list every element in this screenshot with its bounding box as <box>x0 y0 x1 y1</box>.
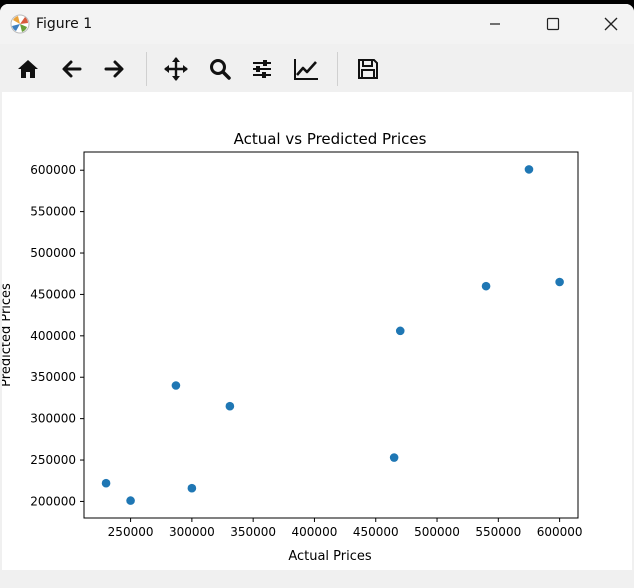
figure-window: Figure 1 <box>0 4 634 588</box>
matplotlib-logo-icon <box>10 14 30 34</box>
y-tick-label: 300000 <box>30 412 76 426</box>
y-tick-label: 350000 <box>30 370 76 384</box>
title-bar[interactable]: Figure 1 <box>0 4 634 44</box>
arrow-left-icon <box>62 60 82 78</box>
y-axis-label: Predicted Prices <box>2 283 14 387</box>
x-tick-label: 250000 <box>108 525 154 539</box>
forward-button[interactable] <box>98 54 130 84</box>
x-tick-label: 450000 <box>353 525 399 539</box>
scatter-point <box>187 483 197 493</box>
sliders-icon <box>253 60 271 78</box>
scatter-points <box>101 165 564 505</box>
x-tick-label: 550000 <box>475 525 521 539</box>
back-button[interactable] <box>56 54 88 84</box>
y-tick-label: 550000 <box>30 205 76 219</box>
x-axis: 250000 300000 350000 400000 450000 500000 5500… <box>108 518 583 539</box>
home-icon <box>18 60 38 78</box>
y-tick-label: 250000 <box>30 453 76 467</box>
move-icon <box>164 57 188 81</box>
close-button[interactable] <box>588 8 634 40</box>
edit-axis-button[interactable] <box>290 54 322 84</box>
pan-button[interactable] <box>160 54 192 84</box>
scatter-point <box>481 281 491 291</box>
toolbar-separator <box>337 52 338 86</box>
scatter-point <box>171 381 181 390</box>
y-tick-label: 600000 <box>30 163 76 177</box>
maximize-icon <box>546 17 560 31</box>
configure-subplots-button[interactable] <box>246 54 278 84</box>
scatter-plot[interactable]: Actual vs Predicted Prices 250000 300000 3… <box>0 92 632 570</box>
scatter-point <box>126 496 135 505</box>
close-icon <box>604 17 618 31</box>
x-axis-label: Actual Prices <box>288 549 372 564</box>
status-bar <box>0 570 634 588</box>
scatter-point <box>101 478 111 488</box>
maximize-button[interactable] <box>530 8 576 40</box>
y-tick-label: 400000 <box>30 329 76 343</box>
x-tick-label: 400000 <box>292 525 338 539</box>
floppy-disk-icon <box>358 59 378 79</box>
scatter-point <box>225 401 235 411</box>
scatter-point <box>524 165 534 174</box>
x-tick-label: 600000 <box>537 525 583 539</box>
x-tick-label: 350000 <box>230 525 276 539</box>
scatter-point <box>395 326 405 336</box>
window-title: Figure 1 <box>36 16 93 32</box>
y-tick-label: 500000 <box>30 246 76 260</box>
x-tick-label: 300000 <box>169 525 215 539</box>
y-axis: 200000 250000 300000 350000 400000 450000 5000… <box>30 163 84 508</box>
scatter-point <box>389 453 399 462</box>
magnifier-icon <box>210 59 231 80</box>
y-tick-label: 450000 <box>30 287 76 301</box>
figure-canvas[interactable]: Actual vs Predicted Prices 250000 300000 3… <box>0 92 632 570</box>
chart-title: Actual vs Predicted Prices <box>234 130 427 148</box>
save-button[interactable] <box>352 54 384 84</box>
minimize-icon <box>490 23 500 25</box>
arrow-right-icon <box>104 60 124 78</box>
y-tick-label: 200000 <box>30 494 76 508</box>
plot-area <box>83 151 579 519</box>
x-tick-label: 500000 <box>414 525 460 539</box>
home-button[interactable] <box>12 54 44 84</box>
minimize-button[interactable] <box>472 8 518 40</box>
scatter-point <box>555 277 564 287</box>
navigation-toolbar <box>0 44 634 92</box>
toolbar-separator <box>146 52 147 86</box>
zoom-button[interactable] <box>204 54 236 84</box>
line-chart-icon <box>294 59 318 80</box>
